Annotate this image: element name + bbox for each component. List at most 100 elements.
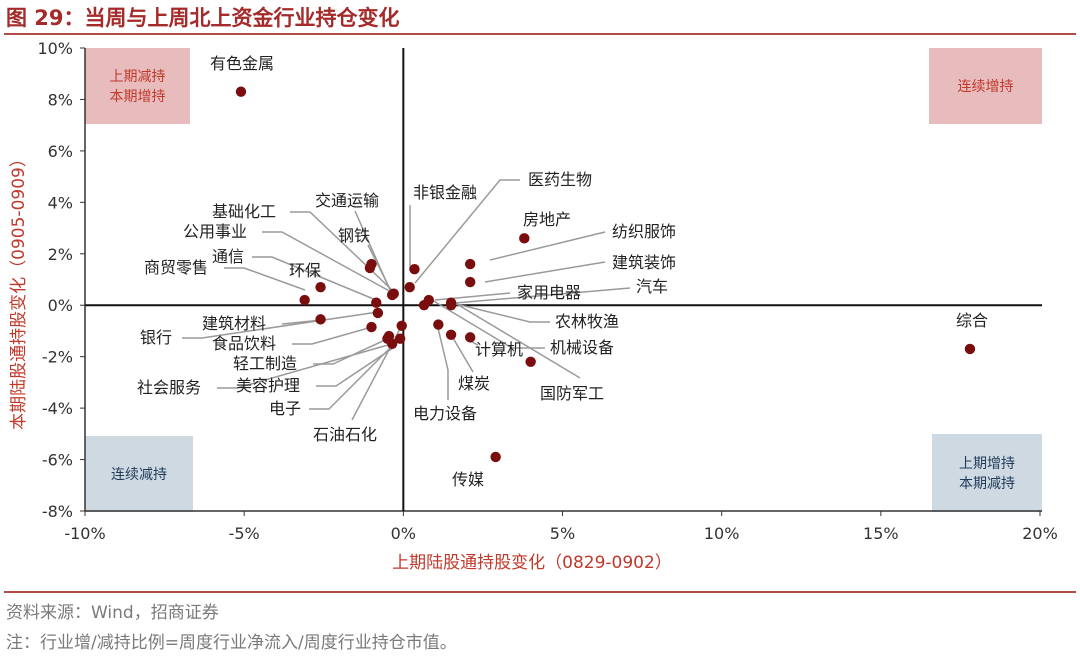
point-非银金融 [409,264,420,275]
point-煤炭 [445,329,457,341]
quadrant-box-top-left [85,48,190,124]
point-有色金属 [235,86,247,97]
leader-line [252,256,377,301]
point-label: 综合 [956,311,988,330]
point-label: 煤炭 [458,374,490,393]
point-label: 纺织服饰 [612,222,676,241]
leader-line [452,337,474,373]
y-axis-label: 本期陆股通持股变化（0905-0909） [9,150,29,430]
y-tick-label: 10% [37,39,73,58]
quadrant-box-bottom-left [85,436,193,512]
point-医药生物 [404,282,415,293]
leader-line [431,299,545,349]
leader-line [451,302,550,323]
point-银行 [372,307,384,319]
leader-line [489,231,606,261]
leader-line [367,244,393,294]
point-label: 有色金属 [210,54,274,73]
point-计算机 [464,332,476,343]
point-label: 商贸零售 [144,258,208,277]
y-tick-label: 0% [48,296,73,315]
leader-line [262,231,394,294]
leader-line [434,292,511,301]
point-公用事业 [386,289,398,301]
point-label: 电力设备 [413,404,477,423]
point-环保 [315,282,326,293]
point-国防军工 [525,356,536,368]
quadrant-label: 上期增持 [959,456,1015,472]
y-tick-label: 4% [48,193,73,212]
point-label: 基础化工 [212,202,276,221]
point-label: 汽车 [636,277,668,296]
x-axis-label: 上期陆股通持股变化（0829-0902） [392,553,672,573]
point-label: 建筑装饰 [612,253,676,272]
point-label: 非银金融 [413,183,477,202]
leader-line [437,327,449,400]
point-商贸零售 [299,294,310,306]
point-label: 轻工制造 [233,354,297,373]
point-label: 机械设备 [550,338,614,357]
point-电子 [394,333,406,344]
point-综合 [964,343,976,355]
source-note: 资料来源：Wind，招商证券 [6,603,219,623]
axis-layer: -8% -6% -4% -2% 0% 2% 4% 6% 8% 10% -10% -5% 0% 5% 10% 1… [37,39,1057,543]
point-房地产 [519,233,530,244]
quadrant-box-bottom-right [932,434,1042,512]
point-label: 农林牧渔 [555,312,619,331]
y-tick-label: -4% [42,399,73,418]
point-label: 电子 [269,399,301,418]
point-label: 医药生物 [528,170,592,189]
leader-line [454,287,631,304]
leader-line [454,302,581,379]
point-石油石化 [396,320,407,331]
point-label: 国防军工 [540,384,604,403]
quadrant-label: 本期增持 [110,89,166,105]
point-label: 交通运输 [315,191,379,210]
point-label: 传媒 [452,470,484,489]
point-label: 建筑材料 [202,314,266,333]
point-label: 美容护理 [236,376,300,395]
point-通信 [371,297,382,308]
leader-line [484,261,606,283]
y-tick-label: -8% [42,502,73,521]
y-tick-label: -2% [42,348,73,367]
y-tick-label: -6% [42,451,73,470]
footnote: 注：行业增/减持比例=周度行业净流入/周度行业持仓市值。 [6,633,457,653]
title-divider [4,33,1076,35]
point-label: 公用事业 [183,222,247,241]
point-label: 食品饮料 [212,334,276,353]
point-传媒 [490,451,501,463]
point-layer [235,86,976,463]
x-tick-label: 10% [704,524,740,543]
x-tick-label: 0% [391,524,416,543]
x-tick-label: -10% [64,524,105,543]
point-建筑材料 [315,314,326,325]
figure-title: 图 29：当周与上周北上资金行业持仓变化 [6,6,400,30]
point-食品饮料 [366,321,377,333]
point-农林牧渔 [445,300,457,311]
point-钢铁 [364,262,376,274]
y-tick-label: 8% [48,90,73,109]
quadrant-label: 连续增持 [958,78,1014,95]
x-tick-label: 20% [1022,524,1058,543]
quadrant-label: 本期减持 [959,476,1015,492]
leader-line [217,344,389,389]
quadrant-label: 连续减持 [111,466,167,483]
point-label: 房地产 [523,210,571,229]
footer-divider [4,591,1076,593]
leader-line [309,337,401,410]
point-纺织服饰 [464,258,476,270]
leader-line [414,179,520,284]
leader-line [290,211,393,291]
point-label: 钢铁 [338,226,370,245]
point-机械设备 [418,300,430,311]
point-电力设备 [433,319,444,330]
point-label: 计算机 [475,340,523,359]
leader-line [292,326,373,345]
x-tick-label: -5% [229,524,260,543]
x-tick-label: 15% [863,524,899,543]
point-label: 通信 [212,247,244,266]
